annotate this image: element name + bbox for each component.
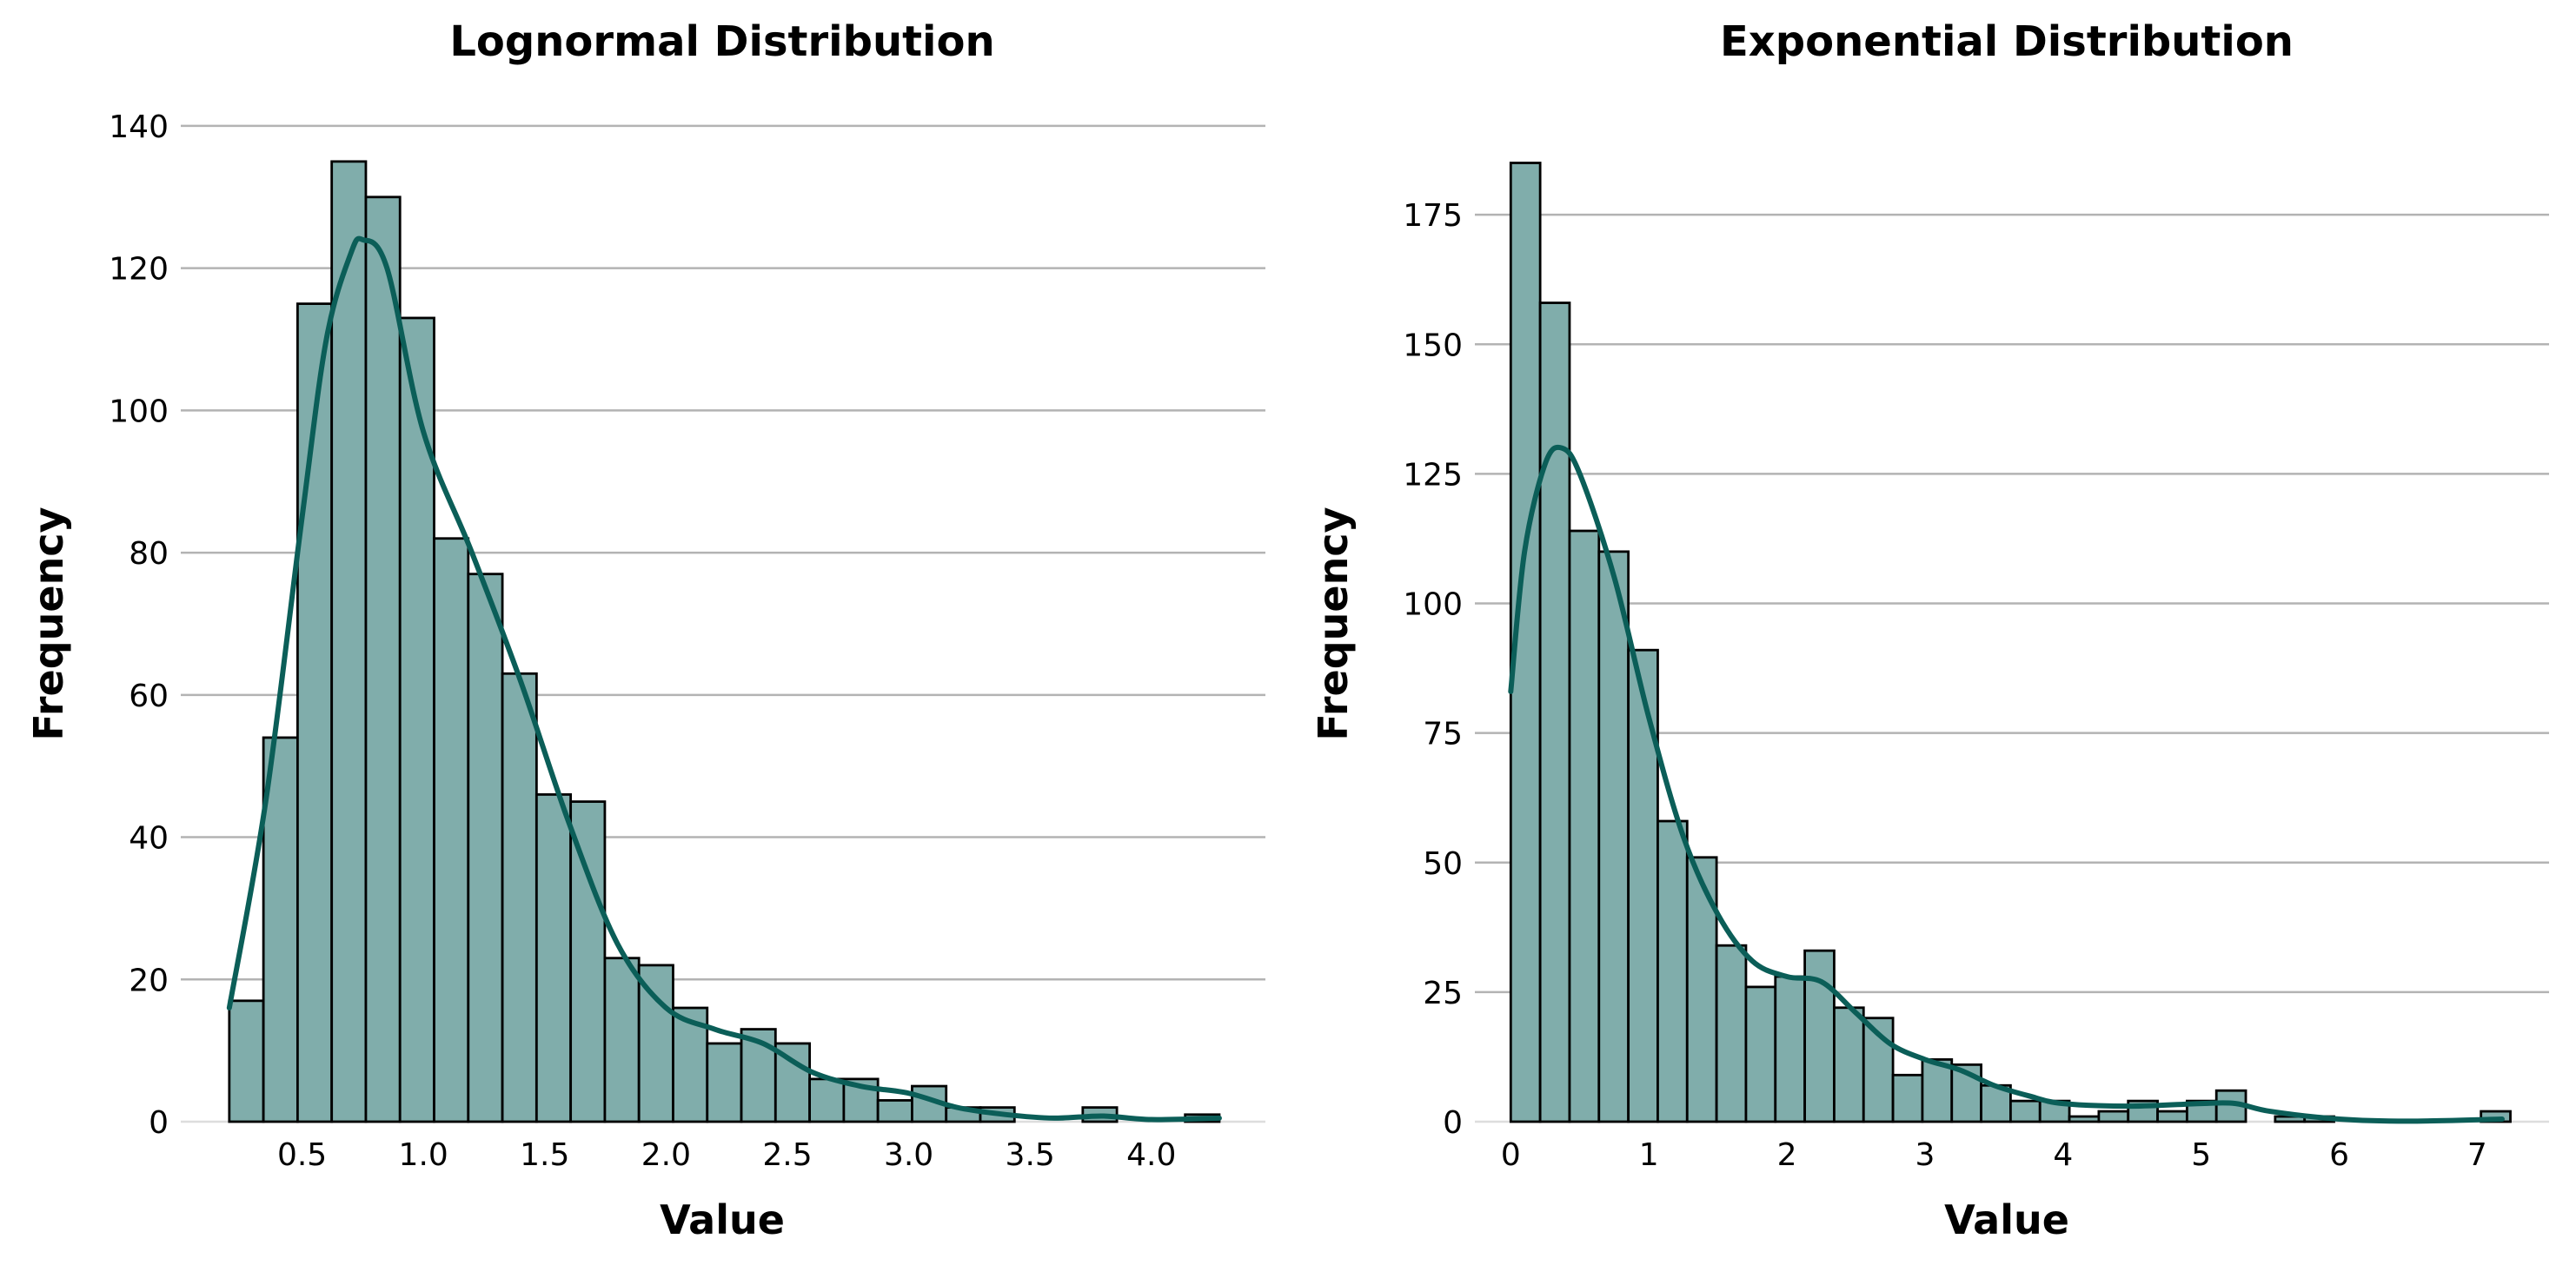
histogram-bar	[1833, 1006, 1865, 1123]
histogram-bar	[1774, 975, 1807, 1123]
y-tick-label: 175	[1403, 198, 1463, 234]
histogram-bar	[1921, 1058, 1954, 1123]
histogram-bar	[398, 316, 435, 1123]
y-tick-label: 150	[1403, 328, 1463, 363]
x-tick-label: 2	[1777, 1137, 1797, 1173]
y-tick-label: 140	[109, 109, 169, 145]
y-tick-label: 20	[129, 963, 169, 998]
x-tick-label: 3.0	[884, 1137, 933, 1173]
histogram-bar	[1891, 1073, 1924, 1123]
kde-curve	[226, 235, 1222, 1123]
chart-title: Exponential Distribution	[1720, 17, 2294, 66]
histogram-bar	[2097, 1110, 2130, 1123]
histogram-bar	[1685, 856, 1718, 1123]
kde-curve	[1508, 444, 2505, 1124]
y-tick-label: 25	[1423, 976, 1463, 1011]
y-tick-label: 40	[129, 821, 169, 857]
histogram-bar	[228, 999, 265, 1123]
x-axis-label: Value	[660, 1196, 785, 1243]
x-tick-label: 1.5	[520, 1137, 569, 1173]
histogram-bar	[364, 195, 402, 1123]
x-tick-label: 0	[1501, 1137, 1521, 1173]
x-tick-label: 2.0	[641, 1137, 691, 1173]
y-tick-label: 100	[1403, 587, 1463, 623]
histogram-bar	[2156, 1110, 2188, 1123]
y-tick-label: 100	[109, 394, 169, 429]
histogram-bar	[706, 1042, 743, 1123]
y-tick-label: 125	[1403, 457, 1463, 493]
x-tick-label: 4	[2053, 1137, 2073, 1173]
histogram-bar	[433, 537, 470, 1123]
y-tick-label: 80	[129, 536, 169, 572]
exponential-histogram-panel: Exponential Distribution Value Frequency…	[1310, 17, 2549, 1243]
x-tick-label: 1.0	[399, 1137, 448, 1173]
y-tick-label: 50	[1423, 846, 1463, 882]
histogram-bar	[1597, 550, 1630, 1123]
histogram-bar	[534, 793, 573, 1123]
y-tick-label: 0	[149, 1105, 169, 1141]
histogram-bar	[262, 736, 299, 1123]
histogram-bar	[2009, 1099, 2042, 1123]
x-tick-label: 7	[2467, 1137, 2487, 1173]
histogram-bar	[1715, 944, 1748, 1123]
histogram-bar	[1568, 529, 1601, 1123]
y-tick-label: 60	[129, 679, 169, 714]
histogram-bar	[1656, 819, 1689, 1123]
histogram-bar	[1744, 985, 1777, 1123]
histogram-bar	[2068, 1115, 2101, 1123]
y-axis-label: Frequency	[25, 507, 72, 740]
lognormal-histogram-panel: Lognormal Distribution Value Frequency 0…	[25, 17, 1265, 1243]
histogram-bar	[330, 160, 368, 1123]
x-tick-label: 3.5	[1006, 1137, 1055, 1173]
histogram-bar	[808, 1077, 846, 1123]
x-tick-label: 2.5	[762, 1137, 812, 1173]
histogram-bar	[501, 672, 538, 1123]
histogram-bar	[1538, 301, 1571, 1123]
x-tick-label: 1	[1639, 1137, 1659, 1173]
x-tick-label: 5	[2191, 1137, 2211, 1173]
y-tick-label: 75	[1423, 717, 1463, 752]
histogram-bar	[603, 957, 641, 1123]
y-tick-label: 0	[1443, 1105, 1463, 1141]
y-axis-label: Frequency	[1310, 507, 1357, 740]
x-tick-label: 4.0	[1126, 1137, 1176, 1173]
histogram-bar	[467, 573, 504, 1123]
x-axis-label: Value	[1944, 1196, 2069, 1243]
chart-title: Lognormal Distribution	[449, 17, 994, 66]
histogram-bar	[569, 800, 607, 1123]
histogram-bar	[876, 1099, 913, 1123]
y-tick-label: 120	[109, 252, 169, 288]
histogram-bar	[1627, 648, 1659, 1123]
x-tick-label: 6	[2329, 1137, 2349, 1173]
x-tick-label: 0.5	[277, 1137, 327, 1173]
x-tick-label: 3	[1915, 1137, 1935, 1173]
histogram-bar	[295, 302, 334, 1123]
